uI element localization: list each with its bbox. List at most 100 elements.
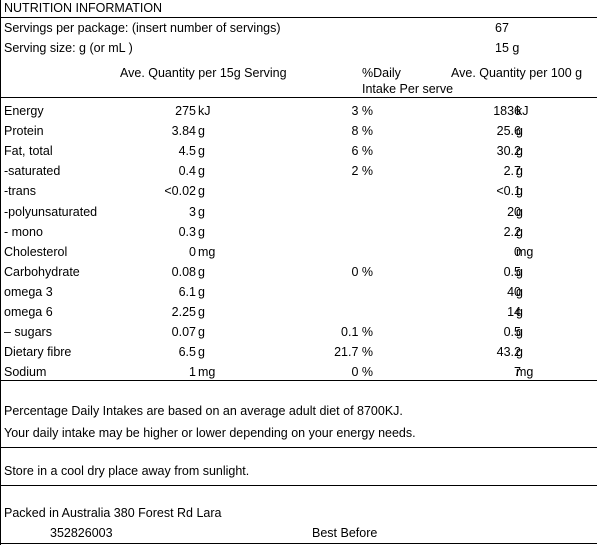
table-row: omega 3 6.1 g 40 g xyxy=(0,282,597,302)
per-100g-unit: g xyxy=(516,264,523,279)
nutrient-name: Sodium xyxy=(4,365,47,380)
per-serving-unit: g xyxy=(198,264,205,279)
per-serving-unit: kJ xyxy=(198,104,211,118)
column-header-daily-intake: %Daily xyxy=(362,66,401,80)
daily-intake-value: 3 % xyxy=(351,104,373,118)
nutrient-name: Carbohydrate xyxy=(4,264,80,279)
bottom-border xyxy=(0,543,597,544)
daily-intake-value: 0 % xyxy=(351,264,373,279)
divider xyxy=(0,485,597,486)
per-100g-unit: g xyxy=(516,345,523,360)
nutrient-name: Cholesterol xyxy=(4,244,68,259)
per-100g-qty: <0.1 xyxy=(496,184,521,199)
per-100g-unit: kJ xyxy=(516,104,529,118)
per-100g-unit: g xyxy=(516,124,523,139)
nutrient-name: Protein xyxy=(4,124,44,139)
per-serving-unit: g xyxy=(198,284,205,299)
per-100g-unit: g xyxy=(516,284,523,299)
per-100g-qty: 25.6 xyxy=(496,124,521,139)
left-border xyxy=(0,0,1,545)
divider xyxy=(0,447,597,448)
nutrient-name: omega 3 xyxy=(4,284,53,299)
per-100g-qty: 1836 xyxy=(493,104,521,118)
table-row: Cholesterol 0 mg 0 mg xyxy=(0,242,597,262)
divider xyxy=(0,380,597,381)
per-100g-unit: g xyxy=(516,164,523,179)
per-serving-unit: mg xyxy=(198,244,216,259)
per-100g-unit: g xyxy=(516,184,523,199)
daily-intake-note: Percentage Daily Intakes are based on an… xyxy=(4,404,403,418)
per-serving-unit: g xyxy=(198,345,205,360)
per-serving-qty: 2.25 xyxy=(171,305,196,319)
per-100g-qty: 30.2 xyxy=(496,144,521,159)
per-serving-qty: 0.3 xyxy=(178,224,196,239)
per-serving-qty: 3 xyxy=(189,204,196,219)
nutrient-name: omega 6 xyxy=(4,305,53,319)
table-row: omega 6 2.25 g 14 g xyxy=(0,302,597,322)
per-serving-qty: 4.5 xyxy=(178,144,196,159)
divider xyxy=(0,17,597,18)
nutrient-name: -saturated xyxy=(4,164,61,179)
daily-intake-value: 2 % xyxy=(351,164,373,179)
nutrient-name: Dietary fibre xyxy=(4,345,72,360)
table-row: -saturated 0.4 g 2 % 2.7 g xyxy=(0,161,597,181)
per-serving-qty: 0.07 xyxy=(171,325,196,340)
per-serving-unit: g xyxy=(198,124,205,139)
column-header-per-100g: Ave. Quantity per 100 g xyxy=(451,66,583,80)
table-row: Fat, total 4.5 g 6 % 30.2 g xyxy=(0,141,597,161)
nutrient-name: Energy xyxy=(4,104,44,118)
per-100g-qty: 20 xyxy=(507,204,521,219)
table-row: -polyunsaturated 3 g 20 g xyxy=(0,202,597,222)
per-100g-qty: 43.2 xyxy=(496,345,521,360)
daily-intake-note-2: Your daily intake may be higher or lower… xyxy=(4,426,416,440)
nutrient-name: – sugars xyxy=(4,325,52,340)
nutrient-name: -trans xyxy=(4,184,36,199)
daily-intake-value: 8 % xyxy=(351,124,373,139)
table-row: Sodium 1 mg 0 % 7 mg xyxy=(0,362,597,382)
servings-value: 67 xyxy=(495,21,509,35)
per-100g-qty: 0.5 xyxy=(503,264,521,279)
nutrient-name: - mono xyxy=(4,224,43,239)
per-serving-qty: 1 xyxy=(189,365,196,380)
per-100g-qty: 0 xyxy=(514,244,521,259)
per-serving-qty: 0 xyxy=(189,244,196,259)
per-serving-unit: g xyxy=(198,224,205,239)
per-100g-qty: 14 xyxy=(507,305,521,319)
nutrient-name: Fat, total xyxy=(4,144,53,159)
per-100g-unit: g xyxy=(516,204,523,219)
divider xyxy=(0,97,597,98)
servings-label: Servings per package: (insert number of … xyxy=(4,21,281,35)
table-row: – sugars 0.07 g 0.1 % 0.5 g xyxy=(0,322,597,342)
per-100g-unit: mg xyxy=(516,365,534,380)
product-code: 352826003 xyxy=(50,526,113,540)
per-serving-qty: 0.4 xyxy=(178,164,196,179)
per-serving-qty: 6.5 xyxy=(178,345,196,360)
per-100g-unit: g xyxy=(516,144,523,159)
packed-in: Packed in Australia 380 Forest Rd Lara xyxy=(4,506,222,520)
table-row: - mono 0.3 g 2.2 g xyxy=(0,222,597,242)
per-serving-unit: g xyxy=(198,305,205,319)
daily-intake-value: 6 % xyxy=(351,144,373,159)
per-serving-qty: 275 xyxy=(175,104,196,118)
per-serving-unit: g xyxy=(198,325,205,340)
best-before: Best Before xyxy=(312,526,378,540)
serving-size-value: 15 g xyxy=(495,41,520,55)
serving-size-label: Serving size: g (or mL ) xyxy=(4,41,133,55)
per-serving-unit: mg xyxy=(198,365,216,380)
per-serving-qty: <0.02 xyxy=(164,184,196,199)
per-100g-qty: 2.2 xyxy=(503,224,521,239)
nutrient-name: -polyunsaturated xyxy=(4,204,98,219)
per-100g-qty: 0.5 xyxy=(503,325,521,340)
per-serving-unit: g xyxy=(198,204,205,219)
per-serving-unit: g xyxy=(198,184,205,199)
per-serving-qty: 3.84 xyxy=(171,124,196,139)
storage-instructions: Store in a cool dry place away from sunl… xyxy=(4,464,250,478)
per-100g-unit: g xyxy=(516,305,523,319)
per-serving-qty: 0.08 xyxy=(171,264,196,279)
table-row: Carbohydrate 0.08 g 0 % 0.5 g xyxy=(0,262,597,282)
per-100g-qty: 2.7 xyxy=(503,164,521,179)
daily-intake-value: 21.7 % xyxy=(334,345,373,360)
daily-intake-value: 0 % xyxy=(351,365,373,380)
per-100g-qty: 40 xyxy=(507,284,521,299)
per-serving-unit: g xyxy=(198,164,205,179)
